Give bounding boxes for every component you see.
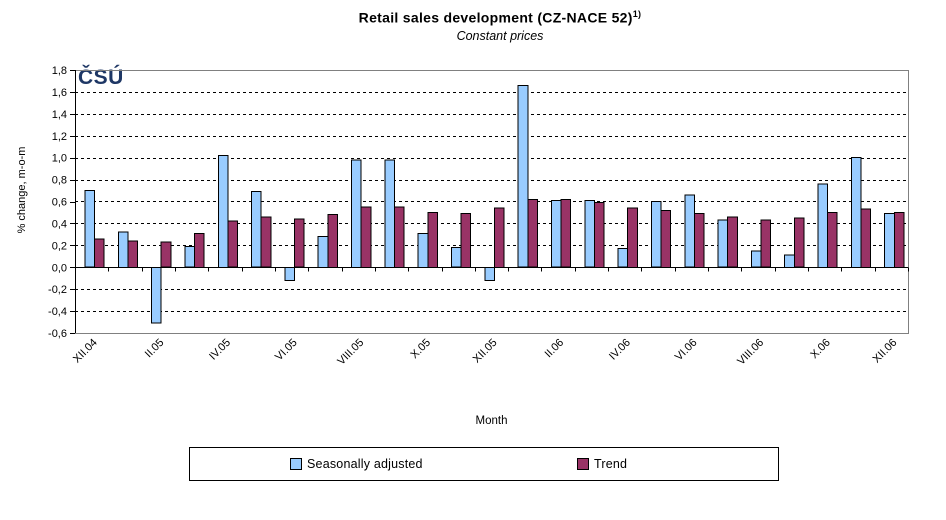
- bar-trend-X.06: [827, 212, 838, 268]
- bar-seasonally-adjusted-XII.05: [484, 266, 495, 281]
- bar-trend-IX.06: [793, 217, 805, 268]
- bar-trend-VIII.06: [760, 219, 772, 268]
- y-tick-label: 1,0: [52, 153, 67, 165]
- bar-trend-II.06: [560, 198, 572, 268]
- x-tick-label: IV.06: [607, 337, 633, 363]
- x-tick-label: II.05: [143, 337, 167, 361]
- x-tick-label: XII.05: [471, 337, 500, 366]
- x-axis-title: Month: [475, 415, 508, 427]
- bar-trend-I.06: [527, 198, 538, 268]
- bar-seasonally-adjusted-V.06: [650, 201, 662, 268]
- legend-label-trend: Trend: [594, 457, 628, 471]
- bar-seasonally-adjusted-IV.05: [217, 155, 229, 268]
- title-block: Retail sales development (CZ-NACE 52)1) …: [50, 0, 946, 43]
- bar-seasonally-adjusted-VII.05: [317, 236, 329, 268]
- bars-seasonally-adjusted: [84, 84, 895, 324]
- bar-trend-III.06: [593, 202, 605, 268]
- bar-seasonally-adjusted-IX.05: [384, 159, 395, 268]
- x-tick-label: VIII.05: [335, 337, 366, 368]
- y-tick-label: 0,0: [52, 262, 67, 274]
- bar-trend-VI.06: [693, 213, 705, 268]
- bar-seasonally-adjusted-III.06: [584, 199, 595, 268]
- bar-seasonally-adjusted-I.06: [517, 84, 529, 268]
- bar-seasonally-adjusted-X.06: [817, 183, 829, 268]
- x-tick-label: X.06: [808, 337, 832, 361]
- x-tick-label: X.05: [409, 337, 433, 361]
- bar-seasonally-adjusted-IX.06: [784, 254, 795, 268]
- y-axis: [70, 70, 76, 334]
- x-tick-label: II.06: [543, 337, 567, 361]
- bar-trend-I.05: [127, 240, 139, 268]
- bar-seasonally-adjusted-II.06: [551, 199, 562, 268]
- bar-trend-IV.05: [227, 220, 238, 268]
- bar-seasonally-adjusted-VII.06: [717, 219, 729, 268]
- chart-title-text: Retail sales development (CZ-NACE 52): [358, 9, 633, 26]
- legend-label-seasonally-adjusted: Seasonally adjusted: [307, 457, 423, 471]
- y-tick-label: 1,2: [52, 131, 67, 143]
- y-tick-label: -0,4: [48, 306, 67, 318]
- chart-subtitle: Constant prices: [456, 28, 544, 43]
- bar-trend-VII.06: [727, 216, 738, 268]
- bar-seasonally-adjusted-XII.06: [884, 213, 895, 268]
- y-axis-tick-labels: 1,8 1,6 1,4 1,2 1,0 0,8 0,6 0,4 0,2 0,0 -0,2 -0,4 -0…: [48, 65, 67, 340]
- legend: Seasonally adjusted Trend: [189, 447, 779, 481]
- x-tick-label: XII.06: [871, 337, 900, 366]
- bar-seasonally-adjusted-VIII.06: [750, 250, 762, 268]
- bars-trend: [94, 198, 905, 268]
- y-tick-label: -0,2: [48, 284, 67, 296]
- bar-seasonally-adjusted-II.05: [151, 266, 162, 324]
- bar-seasonally-adjusted-XI.05: [451, 247, 462, 268]
- bar-trend-X.05: [427, 212, 438, 268]
- legend-swatch-seasonally-adjusted: [290, 458, 302, 470]
- y-tick-label: 0,6: [52, 197, 67, 209]
- bar-seasonally-adjusted-IV.06: [617, 248, 629, 268]
- bar-trend-XII.06: [893, 212, 905, 268]
- y-tick-label: 0,4: [52, 218, 67, 230]
- bar-trend-IV.06: [627, 207, 638, 268]
- y-tick-label: 0,8: [52, 175, 67, 187]
- bar-trend-XII.04: [94, 238, 105, 268]
- bar-seasonally-adjusted-I.05: [117, 231, 129, 268]
- y-tick-label: 1,8: [52, 65, 67, 77]
- y-tick-label: 1,6: [52, 87, 67, 99]
- gridlines: [75, 92, 908, 312]
- chart-title-footnote-marker: 1): [632, 9, 642, 19]
- y-tick-label: 1,4: [52, 109, 67, 121]
- bar-seasonally-adjusted-V.05: [251, 191, 262, 268]
- x-tick-label: IV.05: [207, 337, 233, 363]
- x-axis: [75, 267, 909, 272]
- x-tick-label: XII.04: [71, 337, 100, 366]
- legend-item-trend: Trend: [577, 457, 627, 471]
- bar-trend-XI.06: [860, 208, 872, 268]
- bar-trend-IX.05: [394, 206, 405, 268]
- legend-swatch-trend: [577, 458, 589, 470]
- bar-trend-XI.05: [460, 213, 472, 268]
- chart-title: Retail sales development (CZ-NACE 52)1): [50, 9, 946, 26]
- bar-seasonally-adjusted-X.05: [417, 232, 429, 268]
- legend-item-seasonally-adjusted: Seasonally adjusted: [290, 457, 423, 471]
- bar-seasonally-adjusted-VIII.05: [351, 159, 362, 268]
- bar-seasonally-adjusted-VI.05: [284, 266, 295, 281]
- bar-trend-III.05: [194, 232, 205, 268]
- bar-seasonally-adjusted-VI.06: [684, 194, 695, 268]
- bar-trend-VII.05: [327, 214, 338, 268]
- bar-trend-V.06: [660, 209, 672, 268]
- bar-trend-II.05: [160, 241, 172, 268]
- y-tick-label: 0,2: [52, 240, 67, 252]
- bar-seasonally-adjusted-XI.06: [850, 157, 862, 268]
- x-tick-label: VIII.06: [735, 337, 766, 368]
- y-tick-label: -0,6: [48, 328, 67, 340]
- bar-trend-VIII.05: [360, 206, 372, 268]
- bar-seasonally-adjusted-III.05: [184, 245, 196, 268]
- x-tick-label: VI.05: [273, 337, 300, 364]
- x-axis-tick-labels: XII.04 II.05 IV.05 VI.05 VIII.05 X.05 XII.05 II…: [71, 337, 899, 368]
- bar-seasonally-adjusted-XII.04: [84, 190, 96, 268]
- csu-logo: ČSÚ: [78, 66, 124, 89]
- bar-trend-V.05: [260, 216, 272, 268]
- bar-trend-VI.05: [294, 218, 305, 268]
- bar-trend-XII.05: [493, 207, 505, 268]
- x-tick-label: VI.06: [673, 337, 700, 364]
